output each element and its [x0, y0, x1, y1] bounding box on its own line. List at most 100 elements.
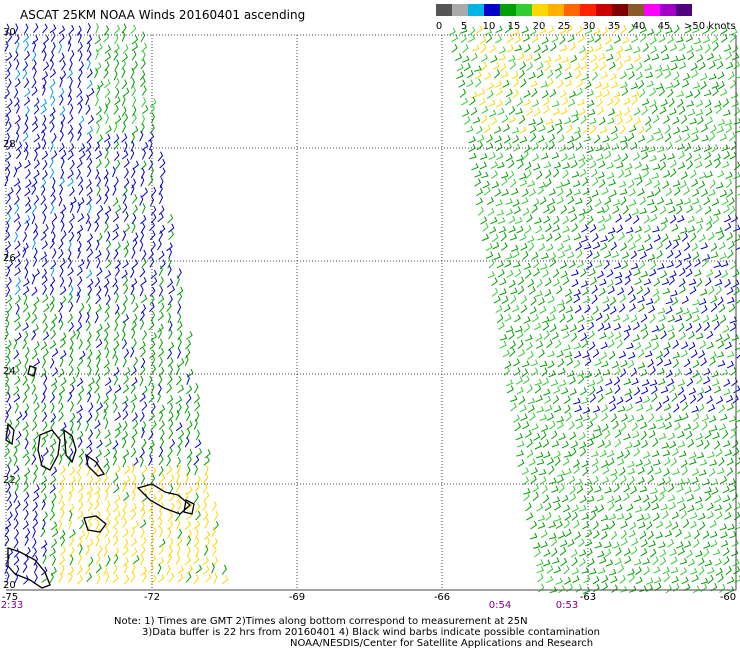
wind-barb — [22, 365, 28, 377]
wind-barb — [571, 504, 579, 513]
wind-barb — [132, 338, 137, 350]
wind-barb — [529, 286, 536, 295]
wind-barb — [132, 160, 140, 170]
wind-barb — [597, 206, 605, 214]
wind-barb — [463, 62, 471, 72]
wind-barb — [95, 428, 101, 439]
wind-barb — [466, 125, 474, 133]
wind-barb — [578, 208, 587, 216]
wind-barb — [68, 301, 74, 313]
wind-barb — [665, 584, 672, 594]
wind-barb — [611, 143, 620, 151]
wind-barb — [648, 540, 656, 548]
wind-barb — [480, 216, 488, 225]
wind-barb — [555, 69, 562, 79]
wind-barb — [87, 220, 92, 232]
wind-barb — [485, 251, 494, 259]
wind-barb — [714, 100, 722, 108]
wind-barb — [623, 331, 630, 341]
wind-barb — [692, 314, 700, 323]
wind-barb — [657, 367, 665, 375]
note-line-1: Note: 1) Times are GMT 2)Times along bot… — [114, 616, 528, 627]
wind-barb — [692, 369, 700, 378]
wind-barb — [667, 315, 676, 323]
wind-barb — [591, 189, 599, 198]
wind-barb — [211, 526, 216, 538]
wind-barb — [639, 485, 648, 493]
wind-barb — [157, 311, 164, 321]
wind-barb — [560, 205, 568, 215]
wind-barb — [148, 455, 153, 466]
wind-barb — [518, 115, 526, 125]
wind-barb — [166, 383, 173, 394]
wind-barb — [693, 484, 701, 493]
wind-barb — [683, 358, 691, 368]
wind-barb — [148, 563, 154, 574]
wind-barb — [486, 196, 494, 206]
wind-barb — [112, 223, 120, 233]
wind-barb — [77, 492, 84, 503]
wind-barb — [592, 465, 599, 474]
wind-barb — [582, 350, 590, 359]
wind-barb — [698, 61, 706, 71]
wind-barb — [41, 294, 49, 303]
wind-barb — [86, 572, 93, 583]
wind-barb — [734, 234, 740, 243]
wind-barb — [86, 50, 92, 61]
wind-barb — [535, 394, 543, 403]
wind-barb — [67, 313, 73, 324]
wind-barb — [549, 323, 557, 333]
wind-barb — [683, 540, 692, 549]
wind-barb — [462, 109, 470, 117]
wind-barb — [729, 205, 736, 215]
wind-barb — [96, 84, 101, 96]
wind-barb — [157, 563, 162, 575]
wind-barb — [637, 466, 645, 475]
wind-barb — [656, 250, 663, 260]
wind-barb — [14, 203, 20, 215]
wind-barb — [630, 262, 639, 270]
wind-barb — [204, 464, 209, 476]
wind-barb — [544, 62, 551, 72]
wind-barb — [68, 518, 72, 530]
wind-barb — [688, 341, 696, 351]
wind-barb — [520, 304, 528, 314]
wind-barb — [58, 239, 64, 250]
wind-barb — [167, 257, 172, 269]
wind-barb — [708, 189, 716, 197]
wind-barb — [732, 269, 740, 278]
wind-barb — [704, 559, 713, 567]
wind-barb — [51, 367, 59, 377]
wind-barb — [532, 491, 539, 502]
wind-barb — [95, 373, 101, 385]
wind-barb — [186, 331, 193, 340]
lat-label-26: 26 — [3, 253, 16, 264]
wind-barb — [140, 294, 148, 304]
wind-barb — [193, 382, 199, 394]
wind-barb — [176, 536, 183, 546]
wind-barb — [639, 32, 647, 43]
wind-barb — [522, 34, 530, 43]
wind-barb — [674, 186, 681, 196]
notes-block: Note: 1) Times are GMT 2)Times along bot… — [114, 616, 600, 638]
wind-barb — [628, 573, 635, 583]
wind-barb — [186, 455, 192, 466]
wind-barb — [549, 258, 557, 267]
wind-barb — [735, 247, 740, 251]
wind-barb — [193, 520, 201, 530]
wind-barb — [681, 232, 689, 242]
wind-barb — [570, 54, 578, 63]
wind-barb — [688, 458, 697, 465]
wind-barb — [609, 403, 617, 412]
wind-barb — [22, 132, 29, 142]
wind-barb — [113, 24, 121, 35]
wind-barb — [59, 121, 64, 133]
wind-barb — [604, 548, 612, 558]
wind-barb — [69, 201, 74, 213]
wind-barb — [516, 376, 523, 385]
wind-barb — [78, 338, 83, 350]
wind-barb — [582, 287, 589, 296]
wind-barb — [716, 60, 724, 70]
wind-barb — [105, 231, 111, 242]
legend-swatch — [468, 4, 484, 16]
